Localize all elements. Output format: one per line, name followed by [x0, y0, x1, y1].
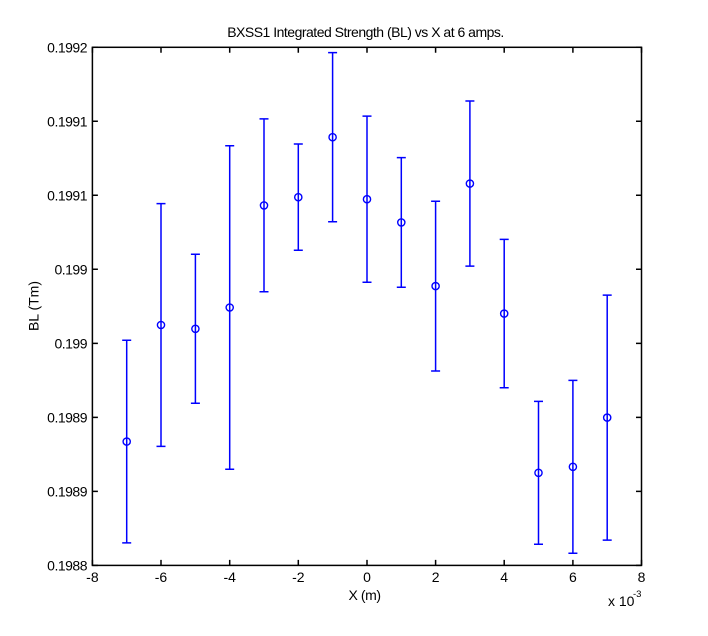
- svg-text:8: 8: [638, 569, 646, 585]
- svg-text:0.1989: 0.1989: [47, 409, 88, 425]
- svg-text:2: 2: [432, 569, 440, 585]
- svg-text:0.1991: 0.1991: [47, 113, 88, 129]
- svg-text:0: 0: [363, 569, 371, 585]
- svg-text:-4: -4: [223, 569, 236, 585]
- svg-text:0.1991: 0.1991: [47, 187, 88, 203]
- svg-text:4: 4: [500, 569, 508, 585]
- svg-text:BXSS1 Integrated Strength (BL): BXSS1 Integrated Strength (BL) vs X at 6…: [227, 24, 504, 40]
- svg-text:X (m): X (m): [348, 587, 380, 603]
- svg-text:6: 6: [569, 569, 577, 585]
- svg-text:-3: -3: [633, 589, 641, 600]
- svg-text:x 10: x 10: [608, 593, 635, 609]
- svg-text:0.1992: 0.1992: [47, 39, 88, 55]
- svg-text:-6: -6: [155, 569, 168, 585]
- svg-text:-8: -8: [86, 569, 99, 585]
- svg-text:0.199: 0.199: [54, 335, 87, 351]
- svg-text:BL (Tm): BL (Tm): [26, 281, 42, 331]
- svg-text:0.1988: 0.1988: [47, 557, 88, 573]
- svg-text:-2: -2: [292, 569, 305, 585]
- svg-text:0.1989: 0.1989: [47, 483, 88, 499]
- svg-text:0.199: 0.199: [54, 261, 87, 277]
